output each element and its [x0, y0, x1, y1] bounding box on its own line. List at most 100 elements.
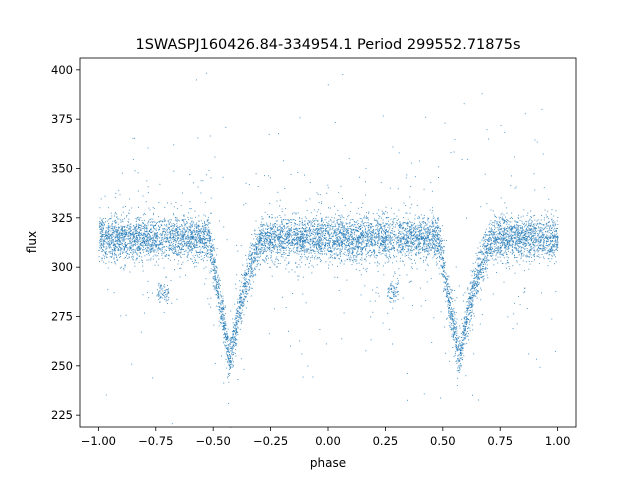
- data-point: [246, 293, 248, 295]
- data-point: [532, 226, 534, 228]
- data-point: [335, 235, 337, 237]
- data-point: [253, 238, 255, 240]
- data-point: [226, 330, 228, 332]
- data-point: [399, 245, 400, 247]
- data-point: [340, 217, 342, 219]
- data-point: [210, 238, 212, 240]
- data-point: [275, 220, 277, 222]
- data-point: [267, 249, 269, 251]
- data-point: [218, 298, 220, 300]
- data-point: [346, 228, 348, 230]
- data-point: [144, 236, 146, 238]
- data-point: [213, 250, 215, 252]
- data-point: [214, 276, 216, 278]
- data-point: [117, 231, 119, 233]
- data-point: [193, 221, 195, 223]
- data-point: [147, 240, 149, 242]
- data-point: [158, 244, 160, 246]
- data-point: [353, 229, 355, 231]
- data-point: [114, 226, 116, 228]
- data-point: [134, 233, 135, 235]
- data-point: [317, 233, 319, 235]
- data-point: [361, 249, 363, 251]
- data-point: [514, 254, 515, 256]
- data-point: [497, 252, 499, 254]
- data-point: [500, 216, 502, 218]
- data-point: [136, 233, 138, 234]
- data-point: [195, 265, 197, 267]
- data-point: [448, 296, 450, 298]
- data-point: [485, 255, 486, 257]
- data-point: [236, 308, 238, 310]
- data-point: [177, 254, 179, 256]
- data-point: [151, 231, 153, 233]
- data-point: [424, 241, 426, 243]
- data-point: [499, 256, 501, 258]
- data-point: [406, 255, 407, 256]
- data-point: [405, 177, 407, 179]
- data-point: [326, 226, 328, 228]
- data-point: [251, 252, 253, 254]
- data-point: [207, 298, 209, 300]
- data-point: [278, 241, 280, 242]
- data-point: [254, 252, 256, 253]
- data-point: [302, 233, 304, 235]
- data-point: [239, 316, 241, 318]
- data-point: [449, 292, 451, 294]
- data-point: [288, 251, 290, 253]
- data-point: [357, 219, 359, 221]
- data-point: [229, 347, 231, 349]
- data-point: [346, 279, 348, 281]
- data-point: [454, 338, 456, 340]
- data-point: [116, 229, 118, 231]
- data-point: [344, 251, 346, 253]
- data-point: [209, 238, 211, 240]
- data-point: [286, 226, 288, 228]
- data-point: [486, 248, 488, 250]
- data-point: [104, 238, 106, 240]
- data-point: [407, 225, 409, 227]
- data-point: [174, 230, 176, 232]
- data-point: [481, 273, 482, 275]
- data-point: [213, 275, 215, 277]
- data-point: [265, 258, 267, 260]
- data-point: [345, 242, 347, 243]
- data-point: [138, 261, 140, 263]
- data-point: [541, 254, 543, 255]
- data-point: [223, 321, 225, 323]
- data-point: [259, 233, 261, 234]
- data-point: [313, 220, 315, 222]
- data-point: [232, 366, 234, 368]
- data-point: [479, 242, 481, 244]
- data-point: [518, 230, 520, 232]
- data-point: [131, 241, 133, 243]
- data-point: [245, 202, 247, 204]
- data-point: [282, 233, 284, 235]
- data-point: [513, 231, 515, 233]
- data-point: [250, 258, 252, 260]
- data-point: [261, 248, 263, 250]
- data-point: [534, 230, 536, 232]
- data-point: [209, 241, 210, 243]
- data-point: [192, 248, 194, 249]
- data-point: [228, 361, 230, 362]
- data-point: [337, 210, 339, 211]
- data-point: [305, 237, 307, 239]
- data-point: [136, 225, 137, 227]
- data-point: [327, 216, 329, 218]
- data-point: [311, 256, 313, 258]
- data-point: [150, 251, 152, 253]
- data-point: [445, 295, 447, 297]
- data-point: [234, 330, 236, 332]
- data-point: [176, 298, 178, 300]
- data-point: [365, 254, 367, 256]
- data-point: [360, 232, 362, 234]
- data-point: [370, 236, 372, 238]
- data-point: [212, 263, 214, 265]
- data-point: [258, 242, 260, 244]
- data-point: [276, 266, 278, 268]
- data-point: [362, 235, 364, 237]
- data-point: [187, 246, 189, 248]
- data-point: [169, 227, 170, 229]
- data-point: [313, 218, 314, 219]
